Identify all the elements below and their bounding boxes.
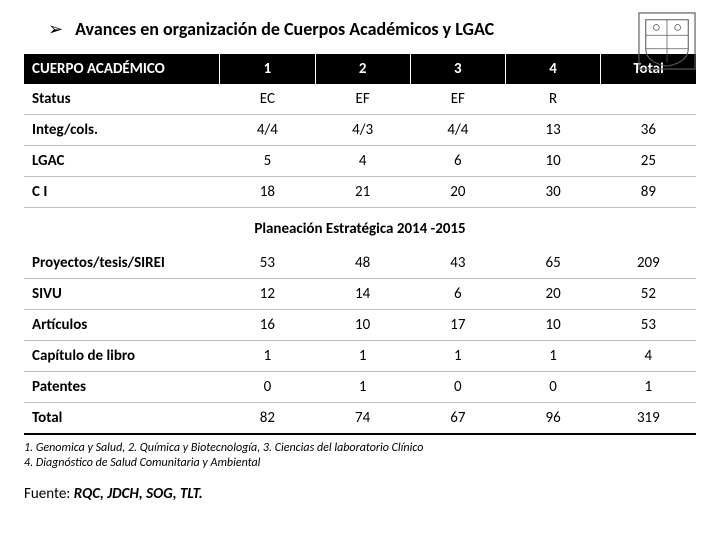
- table-row: Artículos 16 10 17 10 53: [24, 310, 696, 341]
- footnote: 1. Genomica y Salud, 2. Química y Biotec…: [24, 441, 696, 471]
- section-label: Planeación Estratégica 2014 -2015: [24, 208, 696, 249]
- table-row: Integ/cols. 4/4 4/3 4/4 13 36: [24, 115, 696, 146]
- title-row: ➢ Avances en organización de Cuerpos Aca…: [24, 18, 696, 40]
- header-label: CUERPO ACADÉMICO: [24, 54, 220, 84]
- table-row: SIVU 12 14 6 20 52: [24, 279, 696, 310]
- crest-icon: [638, 12, 696, 70]
- footnote-line-1: 1. Genomica y Salud, 2. Química y Biotec…: [24, 441, 696, 456]
- section-row: Planeación Estratégica 2014 -2015: [24, 208, 696, 249]
- table-header-row: CUERPO ACADÉMICO 1 2 3 4 Total: [24, 54, 696, 84]
- header-col-1: 1: [220, 54, 315, 84]
- table-row: Capítulo de libro 1 1 1 1 4: [24, 341, 696, 372]
- header-col-4: 4: [505, 54, 600, 84]
- table-row: Proyectos/tesis/SIREI 53 48 43 65 209: [24, 248, 696, 279]
- data-table: CUERPO ACADÉMICO 1 2 3 4 Total Status EC…: [24, 54, 696, 435]
- header-col-2: 2: [315, 54, 410, 84]
- footnote-line-2: 4. Diagnóstico de Salud Comunitaria y Am…: [24, 456, 696, 471]
- page-title: Avances en organización de Cuerpos Acadé…: [75, 18, 494, 40]
- table-row-total: Total 82 74 67 96 319: [24, 403, 696, 435]
- table-row: Status EC EF EF R: [24, 84, 696, 115]
- source-line: Fuente: RQC, JDCH, SOG, TLT.: [24, 485, 696, 503]
- chevron-icon: ➢: [48, 18, 63, 40]
- source-label: Fuente:: [24, 485, 74, 503]
- table-row: C I 18 21 20 30 89: [24, 177, 696, 208]
- table-row: Patentes 0 1 0 0 1: [24, 372, 696, 403]
- header-col-3: 3: [410, 54, 505, 84]
- source-value: RQC, JDCH, SOG, TLT.: [74, 485, 203, 503]
- table-row: LGAC 5 4 6 10 25: [24, 146, 696, 177]
